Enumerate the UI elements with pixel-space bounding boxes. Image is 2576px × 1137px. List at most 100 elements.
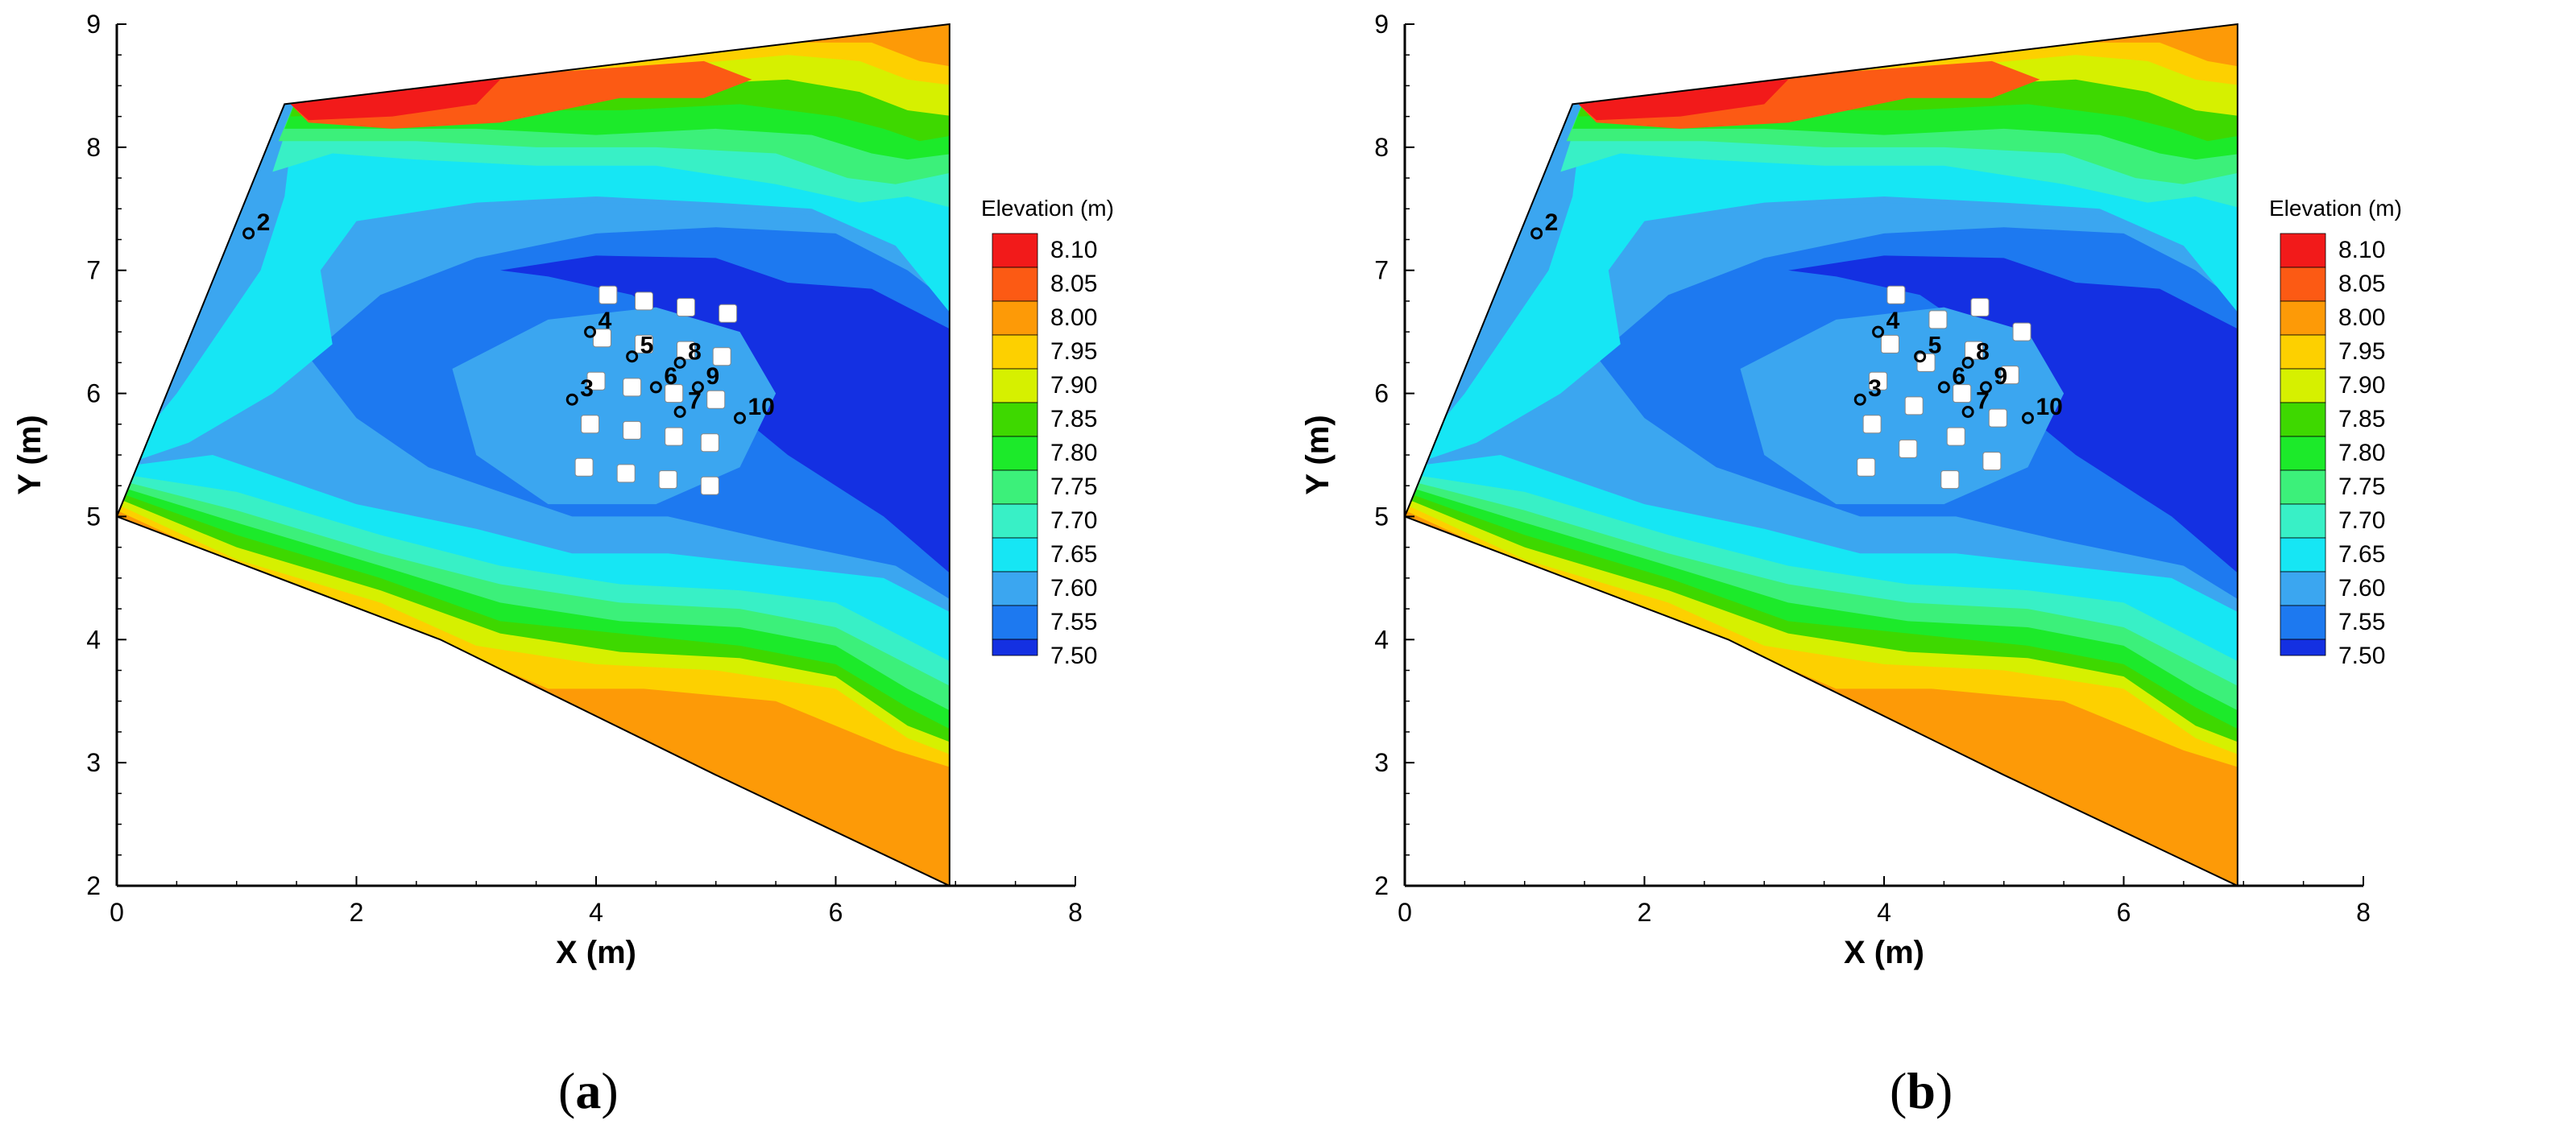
y-tick-label-7: 7	[1374, 256, 1389, 285]
gauge-label-9: 9	[1994, 363, 2007, 390]
gauge-label-7: 7	[688, 388, 702, 415]
colorbar-label-12: 7.50	[2338, 643, 2385, 669]
block-14	[665, 427, 684, 446]
x-tick-label-2: 2	[350, 898, 364, 927]
caption-a-label: a	[575, 1062, 602, 1119]
band-7.50	[1788, 255, 2238, 578]
block-17	[1940, 470, 1960, 490]
colorbar-title: Elevation (m)	[2269, 196, 2402, 221]
x-tick-label-0: 0	[1398, 898, 1412, 927]
gauge-marker-8	[673, 356, 686, 369]
block-19	[700, 476, 719, 495]
colorbar-swatch-1	[2280, 267, 2326, 302]
colorbar-swatch-3	[992, 334, 1038, 370]
contour-field	[1405, 24, 2238, 886]
block-12	[581, 415, 600, 434]
colorbar-swatch-1	[992, 267, 1038, 302]
x-axis-label: X (m)	[1844, 935, 1924, 970]
gauge-label-2: 2	[1545, 209, 1559, 236]
contour-field	[117, 24, 950, 886]
x-tick-label-4: 4	[1877, 898, 1891, 927]
panel-a: 2 3 4 5 6 7 8 9 10 0 2 4 6 8 2 3 4 5 6 7 8 9 X (m) Y (m) Elevati…	[12, 10, 1114, 1119]
gauge-marker-3	[1853, 393, 1866, 406]
gauge-label-8: 8	[688, 338, 702, 365]
y-tick-label-6: 6	[1374, 379, 1389, 408]
y-tick-label-3: 3	[86, 748, 101, 777]
x-tick-label-8: 8	[1068, 898, 1083, 927]
gauge-marker-4	[584, 325, 597, 338]
colorbar-swatch-4	[2280, 368, 2326, 403]
block-0	[1886, 285, 1906, 304]
block-2	[677, 298, 696, 317]
gauge-marker-6	[649, 381, 662, 394]
band-18	[500, 701, 585, 745]
colorbar-label-10: 7.60	[2338, 575, 2385, 602]
gauge-marker-9	[1979, 381, 1992, 394]
block-9	[1953, 384, 1972, 403]
block-0	[598, 285, 618, 304]
colorbar-swatch-0	[992, 233, 1038, 268]
gauge-marker-8	[1961, 356, 1974, 369]
gauge-marker-5	[626, 350, 639, 363]
block-5	[635, 334, 653, 354]
colorbar-swatch-0	[2280, 233, 2326, 268]
block-15	[1982, 452, 2002, 471]
block-8	[586, 371, 606, 391]
colorbar-swatch-2	[2280, 300, 2326, 336]
block-6	[677, 341, 696, 360]
caption-b-label: b	[1907, 1062, 1936, 1119]
y-axis-label: Y (m)	[1300, 415, 1336, 494]
colorbar-swatch-12	[2280, 639, 2326, 656]
colorbar-label-8: 7.70	[1050, 507, 1097, 534]
block-10	[1904, 396, 1924, 416]
gauge-label-10: 10	[2036, 394, 2063, 420]
gauge-marker-2	[1530, 227, 1543, 240]
colorbar-label-8: 7.70	[2338, 507, 2385, 534]
colorbar-label-10: 7.60	[1050, 575, 1097, 602]
block-2	[1928, 310, 1948, 329]
colorbar-swatch-11	[2280, 605, 2326, 640]
colorbar-label-6: 7.80	[1050, 440, 1097, 466]
block-10	[665, 384, 684, 403]
block-12	[1862, 415, 1882, 434]
gauge-marker-4	[1872, 325, 1885, 338]
block-3	[719, 304, 738, 323]
band-7.50	[500, 255, 950, 578]
colorbar-swatch-4	[992, 368, 1038, 403]
y-tick-label-2: 2	[1374, 871, 1389, 900]
colorbar-label-3: 7.95	[1050, 338, 1097, 365]
x-tick-label-6: 6	[829, 898, 843, 927]
colorbar-label-1: 8.05	[1050, 271, 1097, 297]
y-tick-label-5: 5	[86, 502, 101, 531]
colorbar-swatch-7	[2280, 469, 2326, 505]
gauge-label-2: 2	[257, 209, 271, 236]
gauge-label-10: 10	[748, 394, 775, 420]
x-tick-label-2: 2	[1638, 898, 1652, 927]
colorbar-label-9: 7.65	[2338, 541, 2385, 568]
colorbar-swatch-6	[992, 436, 1038, 471]
y-tick-label-8: 8	[86, 133, 101, 162]
gauge-marker-9	[691, 381, 704, 394]
gauge-marker-7	[673, 406, 686, 418]
y-tick-label-9: 9	[86, 10, 101, 39]
gauge-marker-2	[242, 227, 255, 240]
y-tick-label-4: 4	[1374, 625, 1389, 654]
colorbar-label-7: 7.75	[2338, 473, 2385, 500]
block-16	[574, 457, 594, 477]
y-tick-label-3: 3	[1374, 748, 1389, 777]
block-9	[623, 378, 642, 397]
x-tick-label-6: 6	[2117, 898, 2131, 927]
colorbar-label-2: 8.00	[1050, 304, 1097, 331]
colorbar-swatch-8	[2280, 503, 2326, 539]
colorbar-swatch-8	[992, 503, 1038, 539]
block-7	[712, 347, 731, 366]
colorbar-title: Elevation (m)	[981, 196, 1114, 221]
block-4	[1880, 334, 1899, 354]
block-6	[1916, 353, 1936, 372]
y-axis-label: Y (m)	[12, 415, 48, 494]
block-13	[1946, 427, 1965, 446]
colorbar-swatch-11	[992, 605, 1038, 640]
gauge-marker-5	[1914, 350, 1927, 363]
block-8	[1869, 371, 1888, 391]
